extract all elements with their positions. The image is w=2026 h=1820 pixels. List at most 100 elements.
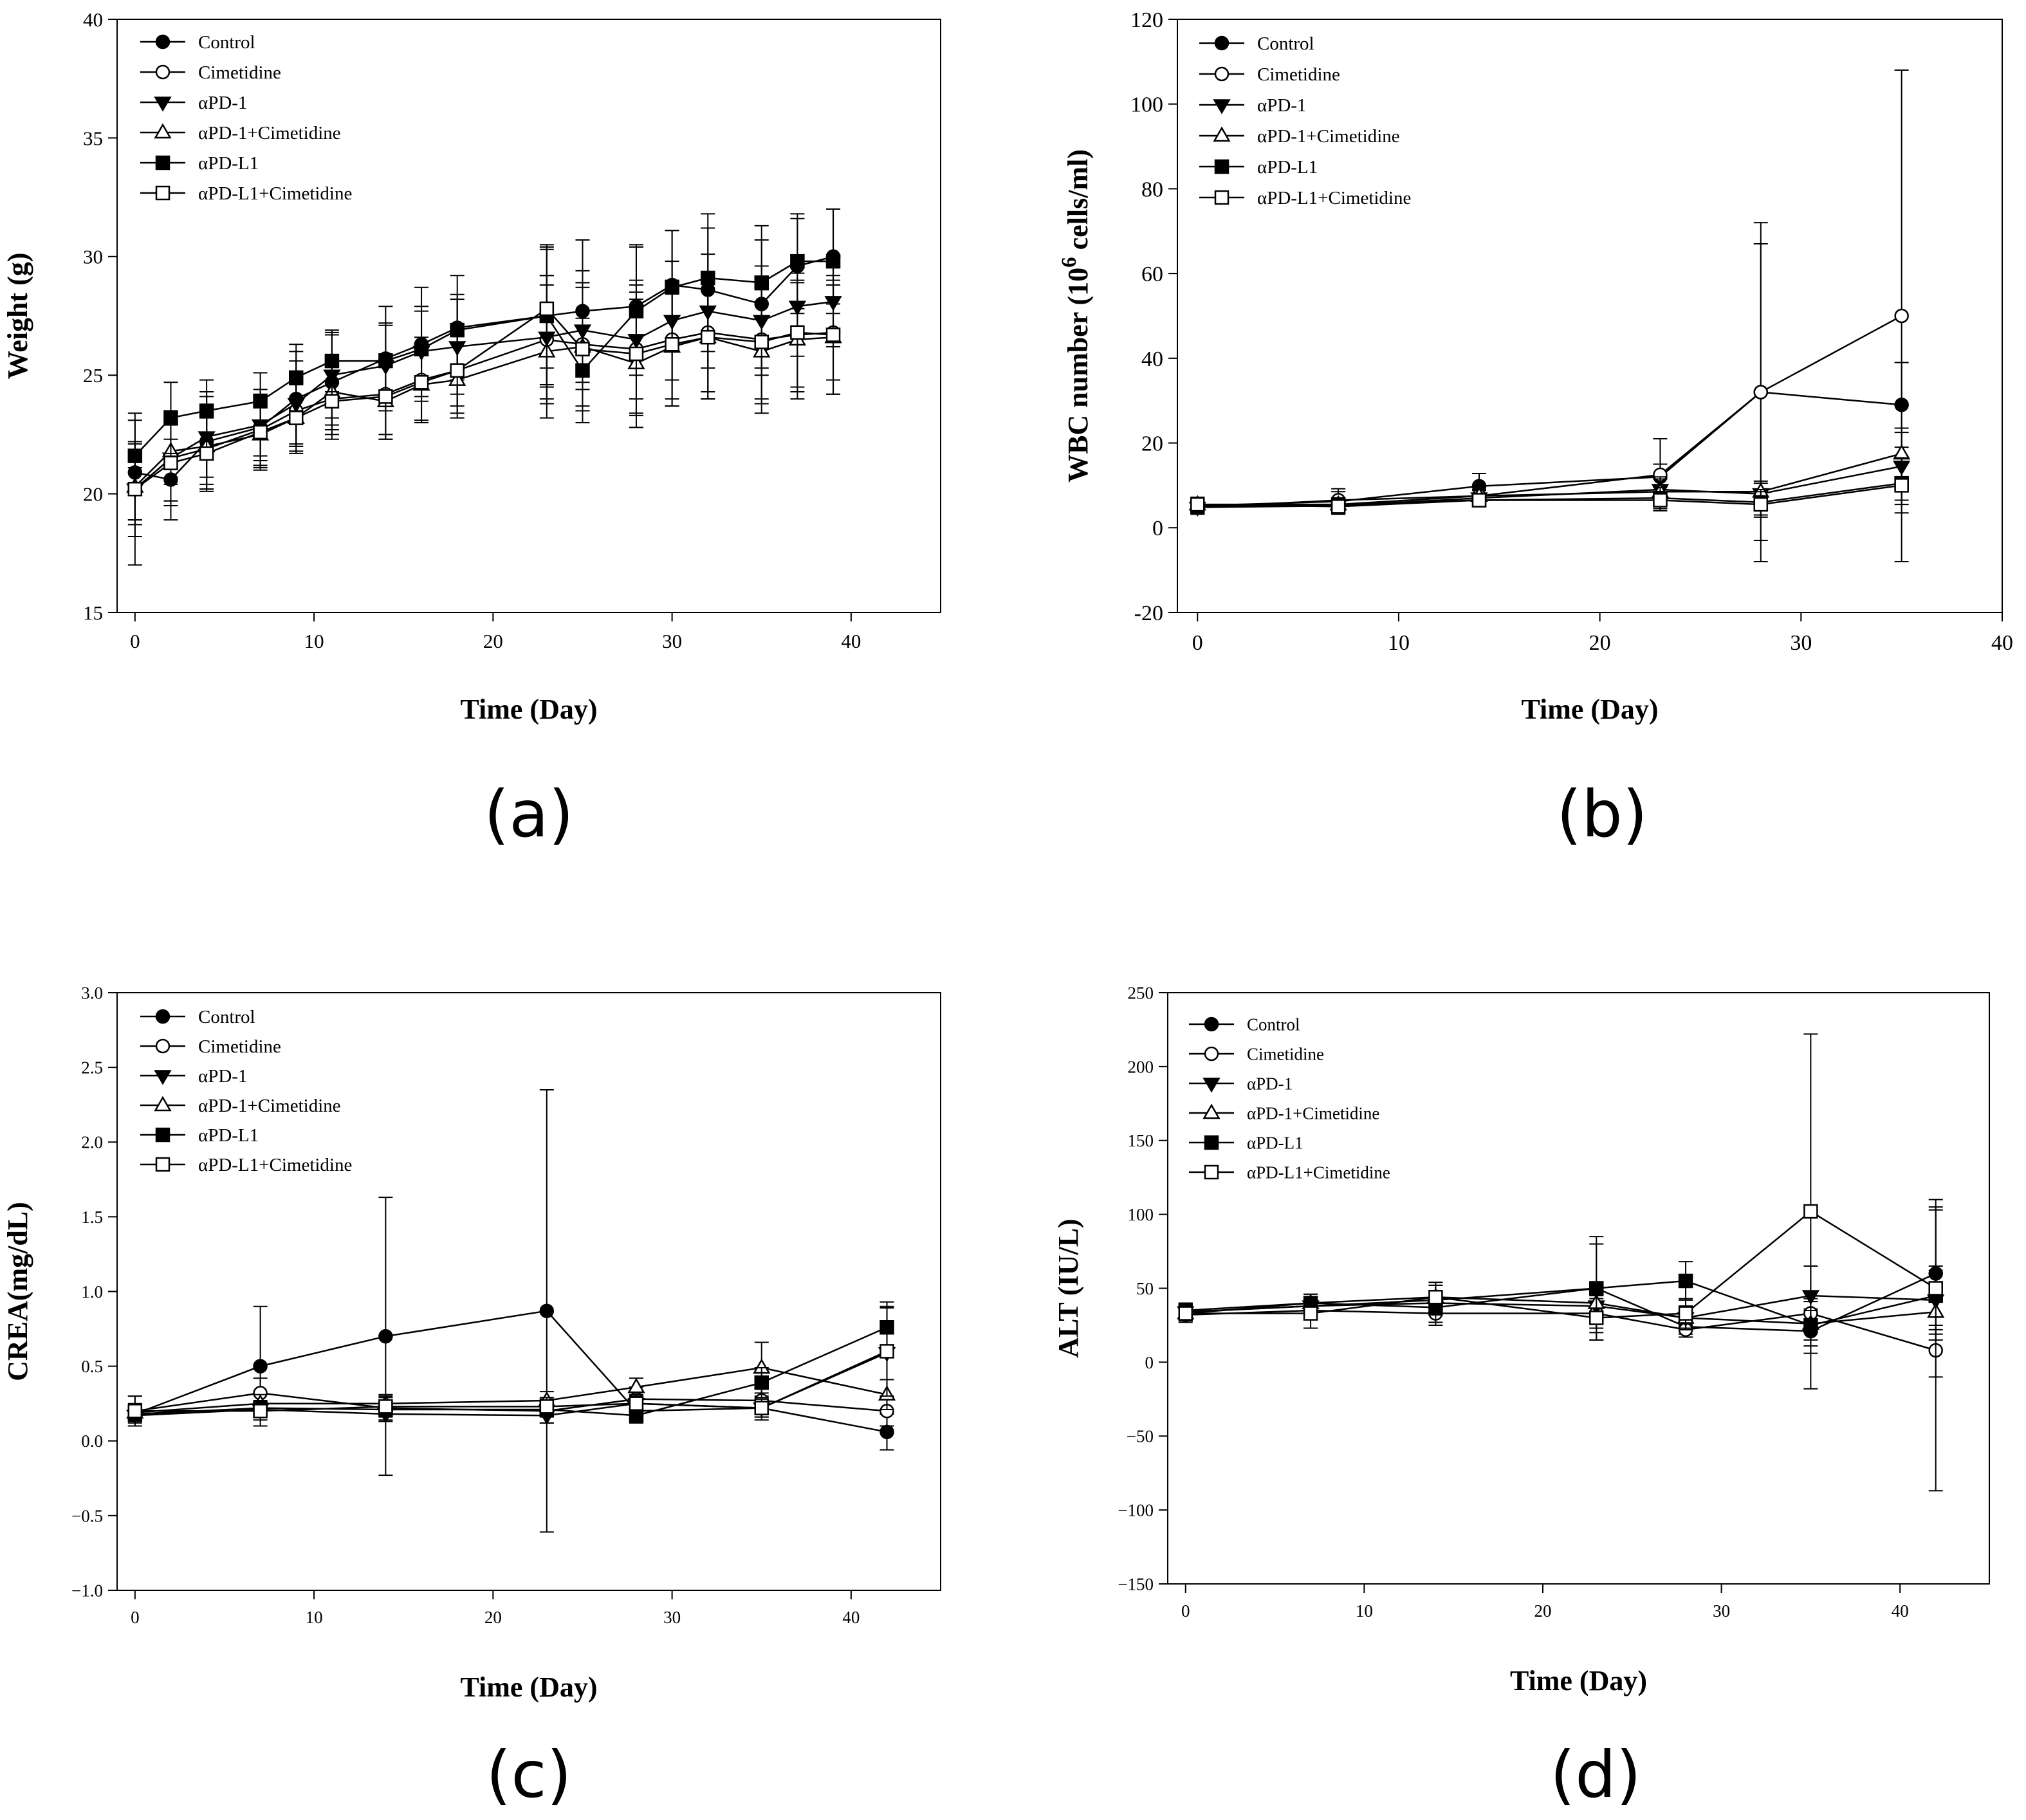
series-4 [1179,1244,1943,1340]
legend: Control Cimetidine αPD-1 αPD-1+Cimetidine αP… [140,32,352,204]
y-tick-label: 15 [83,602,103,624]
data-point [630,1397,643,1410]
legend-marker [156,1010,169,1023]
legend-marker [1215,100,1229,113]
series-line [135,257,833,480]
legend-marker [1215,68,1228,80]
y-tick-label: 100 [1130,93,1163,117]
y-tick-label: 20 [83,483,103,505]
x-tick-label: 20 [483,630,503,652]
y-tick-label: 1.5 [81,1208,103,1227]
y-axis-label: Weight (g) [2,253,33,380]
data-point [379,1330,392,1343]
data-point [791,326,804,339]
legend-label: αPD-L1 [198,153,259,174]
legend-label: αPD-L1 [1247,1133,1303,1152]
legend-label: αPD-1+Cimetidine [198,1096,341,1116]
legend-marker [156,66,169,78]
data-point [164,412,177,425]
x-tick-label: 0 [130,630,140,652]
x-tick-label: 10 [304,630,324,652]
y-tick-label: 80 [1141,178,1163,201]
y-tick-label: 0.0 [81,1431,103,1451]
panel-label: (a) [484,777,573,852]
data-point [1895,479,1908,492]
data-point [540,1305,553,1318]
series-5 [128,1307,894,1426]
legend-label: αPD-L1 [198,1125,259,1146]
data-point [254,1404,267,1417]
y-tick-label: 150 [1128,1131,1154,1150]
y-tick-label: 25 [83,364,103,387]
y-axis-label: CREA(mg/dL) [2,1202,33,1381]
x-axis-label: Time (Day) [460,1671,597,1703]
y-tick-label: 60 [1141,262,1163,286]
data-point [630,347,643,360]
y-tick-label: 0 [1152,517,1163,540]
y-tick-label: 40 [83,8,103,31]
data-point [1754,386,1767,399]
y-tick-label: 35 [83,127,103,149]
y-tick-label: 0.5 [81,1357,103,1376]
figure-svg: 0 10 20 30 40152025303540Time (Day)Weight (g… [0,0,2026,1817]
series-4 [1190,462,1908,515]
x-tick-label: 30 [1713,1601,1730,1621]
x-tick-label: 10 [1388,631,1410,655]
data-point [881,1426,894,1439]
data-point [1929,1282,1942,1295]
y-tick-label: 50 [1136,1279,1154,1298]
y-tick-label: 200 [1128,1057,1154,1076]
legend-label: Cimetidine [1247,1044,1324,1063]
chart-panel-c: 0 10 20 30 40 −1.0 −0.5 0.0 0.5 1.0 1.5 2.0 2.5 3.0 Ti… [2,983,941,1812]
x-axis-label: Time (Day) [1510,1665,1647,1696]
data-point [200,405,213,418]
x-tick-label: 30 [1790,631,1812,655]
x-tick-label: 10 [1356,1601,1373,1621]
y-tick-label: 100 [1128,1205,1154,1224]
y-tick-label: 0 [1145,1353,1154,1372]
figure: 0 10 20 30 40 15 20 25 30 35 40 Time (Day) Weight (g… [0,0,2026,1817]
data-point [540,302,553,315]
legend-marker [1204,1105,1219,1118]
legend-marker [156,35,169,48]
legend-marker [156,125,170,138]
legend-label: Control [1247,1015,1300,1034]
data-point [791,255,804,268]
y-tick-label: −150 [1118,1574,1154,1594]
legend-marker [156,156,169,169]
series-line [135,302,833,489]
x-tick-label: 0 [1181,1601,1190,1621]
legend-marker [1215,128,1229,141]
data-point [666,338,679,351]
data-point [755,1402,768,1415]
series-3 [127,275,840,520]
y-tick-label: −0.5 [71,1506,103,1525]
x-tick-label: 20 [1589,631,1611,655]
legend-label: αPD-L1+Cimetidine [198,183,352,204]
series-line [135,261,833,455]
series-line [1186,1281,1936,1325]
data-point [326,395,338,408]
x-tick-label: 20 [1534,1601,1551,1621]
series-1 [128,1378,894,1426]
data-point [1191,498,1204,511]
series-5 [1179,1034,1943,1388]
x-tick-label: 30 [663,1608,681,1627]
y-axis-label-tail: cells/ml) [1062,149,1094,257]
series-line [135,1311,887,1432]
data-point [1653,493,1666,506]
data-point [379,1400,392,1413]
legend-marker [1204,1079,1219,1092]
legend-label: αPD-1+Cimetidine [1257,126,1400,147]
y-tick-label: 2.0 [81,1133,103,1152]
data-point [451,364,464,377]
legend-marker [156,1040,169,1052]
series-1 [128,273,840,565]
legend-marker [156,1158,169,1171]
legend-marker [156,187,169,199]
series-4 [128,209,840,468]
series-line [1186,1296,1936,1318]
data-point [827,329,840,342]
series-line [1197,392,1901,506]
x-axis-label: Time (Day) [460,694,597,725]
